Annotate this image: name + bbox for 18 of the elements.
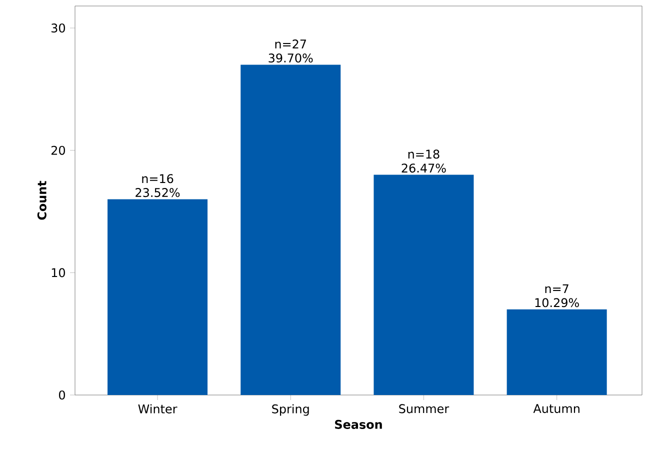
- bar: [240, 64, 341, 395]
- data-label: n=18 26.47%: [402, 150, 446, 173]
- bar: [374, 174, 474, 395]
- y-tick-label: 20: [51, 146, 66, 155]
- x-tick-label: Spring: [272, 404, 309, 416]
- data-label: n=27 39.70%: [268, 40, 313, 63]
- x-tick-label: Summer: [399, 404, 450, 414]
- y-tick-label: 0: [58, 390, 66, 400]
- x-tick-label: Autumn: [533, 404, 580, 414]
- bar: [108, 199, 208, 395]
- x-axis-title: Season: [335, 420, 382, 429]
- y-axis-title: Count: [37, 180, 46, 220]
- y-tick-label: 10: [52, 268, 66, 278]
- data-label: n=7 10.29%: [535, 284, 579, 308]
- x-tick-label: Winter: [138, 404, 178, 414]
- y-tick-label: 30: [52, 23, 66, 33]
- data-label: n=16 23.52%: [136, 174, 180, 198]
- bar: [506, 309, 607, 395]
